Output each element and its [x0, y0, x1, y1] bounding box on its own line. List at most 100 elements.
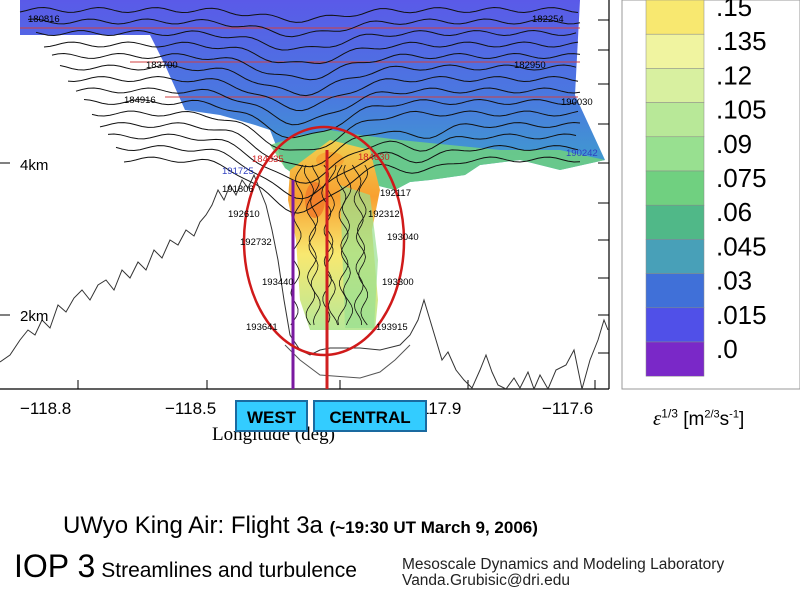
colorbar-level-label: .015: [716, 300, 767, 330]
streamline: [107, 133, 577, 184]
x-tick-label: −118.8: [20, 399, 71, 418]
streamline: [322, 164, 337, 326]
streamline: [43, 41, 579, 65]
streamline: [321, 164, 338, 326]
streamline: [353, 164, 369, 326]
colorbar-labels: .15 .135 .12 .105 .09 .075 .06 .045 .03 .015 .0: [716, 0, 767, 364]
streamline: [27, 18, 581, 38]
flight-level-lines: [20, 27, 580, 98]
subtitle: Streamlines and turbulence: [101, 559, 357, 582]
x-tick-label: −117.6: [542, 399, 593, 418]
colorbar-level-label: .075: [716, 163, 767, 193]
streamline: [35, 29, 577, 51]
colorbar-swatch: [645, 273, 705, 309]
colorbar-level-label: .03: [716, 266, 752, 296]
colorbar-level-label: .0: [716, 334, 738, 364]
colorbar-level-label: .135: [716, 26, 767, 56]
time-label: 184835: [252, 154, 284, 165]
streamline: [51, 52, 581, 81]
colorbar-swatch: [645, 204, 705, 240]
time-label: 192312: [368, 209, 400, 220]
flight-time: (~19:30 UT March 9, 2006): [329, 518, 538, 537]
lab-email: Vanda.Grubisic@dri.edu: [402, 572, 570, 589]
streamline: [123, 156, 581, 214]
colorbar-level-label: .045: [716, 231, 767, 261]
streamline: [19, 6, 579, 23]
colorbar-units: ε1/3 [m2/3s-1]: [653, 406, 744, 431]
colorbar-level-label: .12: [716, 60, 752, 90]
colorbar-swatch: [645, 102, 705, 138]
streamline: [75, 87, 581, 126]
streamlines: [19, 6, 581, 326]
epsilon-exponent: 1/3: [661, 406, 678, 421]
units-prefix: [m: [683, 409, 705, 430]
streamline: [59, 64, 577, 97]
y-tick-labels: 4km 2km: [20, 157, 48, 325]
time-label: 193915: [376, 322, 408, 333]
time-label: 192117: [380, 188, 411, 199]
streamline: [83, 98, 577, 139]
time-label: 180816: [28, 14, 60, 25]
time-label: 184916: [124, 95, 156, 106]
time-label: 191806: [222, 184, 254, 195]
turbulence-hotspot-2: [316, 152, 344, 168]
x-tick-labels: −118.8 −118.5 117.9 −117.6: [20, 399, 593, 418]
colorbar-swatch: [645, 33, 705, 69]
turbulence-field-green: [270, 130, 605, 190]
colorbar-swatches: [645, 0, 705, 377]
left-axis-ticks: [0, 162, 10, 316]
turbulence-field-upper: [20, 0, 605, 190]
colorbar-swatch: [645, 136, 705, 172]
colorbar-swatch: [645, 239, 705, 274]
x-tick-label: −118.5: [165, 399, 216, 418]
time-label: 192732: [240, 237, 272, 248]
streamline: [305, 164, 320, 326]
colorbar-level-label: .06: [716, 197, 752, 227]
y-tick-label: 2km: [20, 308, 48, 325]
ground-surface: [284, 344, 411, 379]
central-leg-tag: CENTRAL: [313, 400, 427, 432]
time-label: 193641: [246, 322, 278, 333]
colorbar-level-label: .09: [716, 129, 752, 159]
time-label: 190242: [566, 148, 598, 159]
colorbar-level-label: .105: [716, 95, 767, 125]
epsilon-symbol: ε: [653, 406, 662, 430]
time-label: 184630: [358, 152, 390, 163]
iop-label: IOP 3: [14, 548, 96, 584]
colorbar-swatch: [645, 341, 705, 377]
x-tick-label: 117.9: [420, 399, 461, 418]
streamline: [115, 144, 579, 200]
units-mid: s: [719, 409, 730, 430]
footer-line: IOP 3 Streamlines and turbulence: [14, 548, 357, 585]
colorbar-swatch: [645, 68, 705, 103]
units-suffix: ]: [738, 409, 745, 430]
plot-area: [0, 0, 610, 390]
colorbar-level-label: .15: [716, 0, 752, 22]
colorbar-swatch: [645, 0, 705, 35]
time-label: 193440: [262, 277, 294, 288]
streamline: [352, 164, 369, 326]
time-label: 191725: [222, 166, 254, 177]
time-label: 183700: [146, 60, 178, 71]
flight-title: UWyo King Air: Flight 3a: [63, 512, 323, 539]
terrain-profile: [0, 173, 609, 389]
streamline: [67, 75, 579, 112]
units-exponent: 2/3: [704, 408, 720, 421]
highlight-ellipse: [242, 125, 406, 357]
chart-title: UWyo King Air: Flight 3a (~19:30 UT Marc…: [63, 512, 538, 540]
time-label: 182254: [532, 14, 564, 25]
streamline: [337, 164, 352, 326]
colorbar-swatch: [645, 307, 705, 343]
west-leg-tag: WEST: [235, 400, 308, 432]
lab-name: Mesoscale Dynamics and Modeling Laborato…: [402, 556, 725, 573]
lab-credit: Mesoscale Dynamics and Modeling Laborato…: [402, 557, 724, 589]
time-label: 193040: [387, 232, 419, 243]
right-axis-ticks: [598, 19, 609, 354]
time-label: 182950: [514, 60, 546, 71]
colorbar: .15 .135 .12 .105 .09 .075 .06 .045 .03 .015 .0: [621, 0, 800, 390]
streamline: [304, 164, 321, 326]
streamline: [99, 121, 581, 168]
streamline: [91, 110, 579, 151]
y-tick-label: 4km: [20, 157, 48, 174]
time-label: 192610: [228, 209, 260, 220]
